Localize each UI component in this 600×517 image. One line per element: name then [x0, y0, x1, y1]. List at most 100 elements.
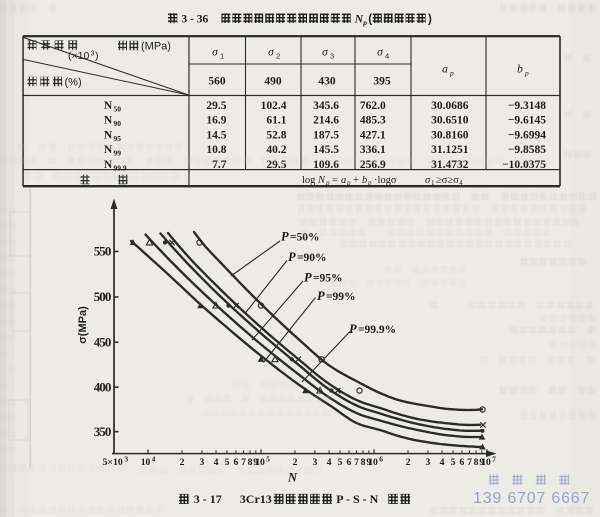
svg-text:=90%: =90% — [297, 252, 327, 264]
svg-text:350: 350 — [94, 424, 111, 439]
svg-text:p: p — [325, 179, 330, 187]
svg-text:N: N — [354, 14, 364, 26]
svg-text:16.9: 16.9 — [206, 115, 226, 127]
svg-text:10: 10 — [368, 457, 378, 468]
svg-text:50: 50 — [114, 105, 122, 114]
svg-text:550: 550 — [94, 244, 111, 259]
svg-text:p: p — [367, 179, 372, 187]
svg-text:): ) — [428, 14, 432, 26]
svg-text:30.6510: 30.6510 — [431, 115, 469, 127]
svg-text:500: 500 — [94, 289, 111, 304]
svg-text:490: 490 — [264, 76, 282, 88]
svg-text:(MPa): (MPa) — [141, 41, 171, 53]
svg-text:P: P — [281, 230, 289, 244]
svg-text:3: 3 — [125, 455, 129, 463]
svg-text:2: 2 — [406, 457, 411, 468]
svg-text:N: N — [287, 471, 298, 485]
svg-text:−9.8585: −9.8585 — [508, 144, 546, 156]
svg-text:(%): (%) — [65, 77, 82, 89]
svg-text:4: 4 — [214, 457, 219, 468]
svg-text:7: 7 — [241, 457, 246, 468]
svg-text:10: 10 — [481, 457, 491, 468]
svg-text:40.2: 40.2 — [266, 144, 286, 156]
svg-text:−9.6994: −9.6994 — [508, 129, 546, 141]
svg-text:6: 6 — [379, 455, 383, 463]
svg-text:3Cr13: 3Cr13 — [240, 492, 272, 506]
svg-text:=95%: =95% — [313, 273, 343, 285]
svg-text:336.1: 336.1 — [360, 144, 386, 156]
svg-text:187.5: 187.5 — [313, 129, 339, 141]
svg-text:·logσ: ·logσ — [374, 175, 397, 186]
svg-text:345.6: 345.6 — [313, 100, 339, 112]
svg-text:p: p — [362, 18, 367, 27]
svg-text:10: 10 — [255, 457, 265, 468]
svg-text:29.5: 29.5 — [266, 159, 286, 171]
svg-text:430: 430 — [318, 76, 336, 88]
svg-text:9: 9 — [253, 457, 258, 468]
svg-text:31.1251: 31.1251 — [431, 144, 469, 156]
svg-text:5: 5 — [451, 457, 456, 468]
svg-text:90: 90 — [114, 119, 122, 128]
svg-text:95: 95 — [114, 134, 122, 143]
svg-text:σ: σ — [377, 47, 384, 59]
svg-text:4: 4 — [152, 455, 156, 463]
svg-text:7: 7 — [354, 457, 359, 468]
svg-text:N: N — [104, 129, 113, 141]
svg-text:5: 5 — [225, 457, 230, 468]
svg-text:σ: σ — [268, 47, 275, 59]
svg-text:P - S - N: P - S - N — [336, 492, 378, 506]
svg-text:σ: σ — [425, 175, 431, 186]
svg-text:=50%: =50% — [290, 232, 320, 244]
svg-text:N: N — [104, 100, 113, 112]
svg-text:3: 3 — [199, 457, 204, 468]
svg-text:P: P — [317, 289, 325, 303]
svg-text:450: 450 — [94, 334, 111, 349]
svg-text:P: P — [349, 322, 357, 336]
svg-text:N: N — [104, 159, 113, 171]
svg-text:139 6707 6667: 139 6707 6667 — [473, 490, 590, 507]
svg-text:395: 395 — [373, 76, 391, 88]
svg-text:762.0: 762.0 — [360, 100, 386, 112]
svg-text:+: + — [353, 175, 359, 186]
svg-text:4: 4 — [440, 457, 445, 468]
svg-text:(×10: (×10 — [68, 50, 89, 62]
svg-text:5×10: 5×10 — [103, 457, 123, 468]
svg-text:σ(MPa): σ(MPa) — [77, 306, 89, 344]
svg-text:4: 4 — [385, 52, 389, 61]
svg-text:≥σ≥σ: ≥σ≥σ — [436, 175, 459, 186]
svg-text:=: = — [332, 175, 338, 186]
svg-text:3: 3 — [330, 52, 334, 61]
svg-text:99: 99 — [114, 149, 122, 158]
svg-text:102.4: 102.4 — [261, 100, 287, 112]
svg-text:4: 4 — [459, 179, 463, 187]
svg-text:3 - 36: 3 - 36 — [181, 14, 208, 26]
svg-text:30.8160: 30.8160 — [431, 129, 469, 141]
svg-text:6: 6 — [346, 457, 351, 468]
svg-text:1: 1 — [220, 52, 224, 61]
svg-text:): ) — [95, 50, 99, 62]
svg-text:−9.3148: −9.3148 — [508, 100, 546, 112]
svg-text:214.6: 214.6 — [313, 115, 339, 127]
svg-text:8: 8 — [361, 457, 366, 468]
svg-text:7: 7 — [467, 457, 472, 468]
svg-text:485.3: 485.3 — [360, 115, 386, 127]
svg-text:−9.6145: −9.6145 — [508, 115, 546, 127]
svg-text:5: 5 — [338, 457, 343, 468]
svg-text:8: 8 — [248, 457, 253, 468]
svg-text:N: N — [104, 115, 113, 127]
svg-text:6: 6 — [233, 457, 238, 468]
svg-text:9: 9 — [479, 457, 484, 468]
svg-text:427.1: 427.1 — [360, 129, 386, 141]
svg-text:3: 3 — [312, 457, 317, 468]
svg-text:=99%: =99% — [326, 291, 356, 303]
svg-text:52.8: 52.8 — [266, 129, 286, 141]
svg-text:p: p — [524, 69, 529, 78]
svg-text:3: 3 — [425, 457, 430, 468]
svg-text:10.8: 10.8 — [206, 144, 226, 156]
svg-text:29.5: 29.5 — [206, 100, 226, 112]
svg-text:=99.9%: =99.9% — [358, 324, 396, 336]
svg-text:P: P — [288, 250, 296, 264]
svg-text:3 - 17: 3 - 17 — [194, 492, 222, 506]
svg-text:9: 9 — [366, 457, 371, 468]
svg-text:p: p — [449, 69, 454, 78]
